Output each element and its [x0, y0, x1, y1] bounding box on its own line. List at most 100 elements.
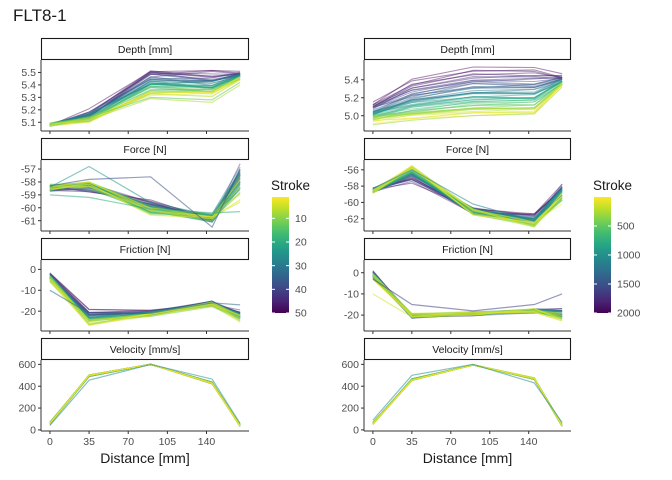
series-line-highlight — [372, 278, 563, 312]
legend-title: Stroke — [271, 178, 310, 193]
legend-colorbar — [272, 197, 289, 313]
series-line — [372, 81, 563, 120]
series-line — [372, 275, 563, 318]
series-line — [372, 364, 563, 426]
series-line — [49, 363, 241, 425]
y-tick-label: 0 — [30, 264, 36, 276]
series-line — [372, 364, 563, 427]
series-line — [372, 364, 563, 426]
series-line — [49, 276, 241, 317]
y-tick-label: -58 — [21, 177, 36, 189]
y-tick-label: -58 — [344, 181, 359, 193]
series-line — [372, 76, 563, 107]
facet-group-right: Depth [mm] 5.0 5.2 5.4 Force [N] -56 -58 -60 -62… — [341, 37, 572, 466]
series-line — [372, 364, 563, 426]
series-line — [372, 364, 563, 426]
series-line — [372, 364, 563, 426]
series-line — [372, 279, 563, 321]
series-line — [372, 176, 563, 215]
series-line — [372, 82, 563, 122]
y-tick-label: -56 — [344, 164, 359, 176]
y-tick-label: -10 — [344, 289, 359, 301]
series-line — [372, 275, 563, 318]
series-line — [372, 273, 563, 319]
series-line — [49, 175, 241, 220]
series-line — [49, 363, 241, 425]
series-line — [49, 74, 241, 125]
series-line — [372, 364, 563, 426]
series-line — [49, 363, 241, 426]
legend-tick-label: 1000 — [617, 250, 641, 262]
series-lines — [49, 272, 241, 327]
x-tick-label: 105 — [481, 436, 499, 448]
series-line — [49, 363, 241, 426]
series-line — [49, 363, 241, 427]
series-line — [49, 363, 241, 426]
series-line-highlight — [49, 81, 241, 125]
series-line — [372, 364, 563, 426]
facet-panel: Friction [N] 0 -10 -20 — [344, 237, 572, 334]
series-line — [372, 166, 563, 223]
facet-panel: Force [N] -57-58-59-60-61 — [21, 137, 250, 234]
series-line — [49, 74, 241, 125]
series-line — [372, 364, 563, 427]
y-tick-label: -60 — [21, 202, 36, 214]
facet-panel: Friction [N] 0 -10 -20 — [21, 237, 250, 334]
series-line — [49, 174, 241, 219]
facet-strip-label: Depth [mm] — [440, 44, 494, 56]
series-line — [49, 183, 241, 218]
series-line — [49, 280, 241, 321]
y-tick-label: 5.1 — [21, 117, 36, 129]
series-line — [372, 364, 563, 425]
series-line — [49, 363, 241, 427]
series-line — [372, 364, 563, 426]
series-line — [372, 179, 563, 223]
series-line — [49, 72, 241, 127]
series-line — [372, 83, 563, 117]
series-line — [372, 364, 563, 426]
series-line — [372, 81, 563, 113]
series-line — [372, 174, 563, 223]
series-line — [49, 173, 241, 216]
x-tick-label: 105 — [159, 436, 177, 448]
series-line — [49, 72, 241, 126]
series-line — [372, 80, 563, 116]
series-line — [372, 167, 563, 221]
facet-strip-label: Friction [N] — [442, 244, 493, 256]
facet-strip — [363, 37, 572, 61]
series-line — [49, 170, 241, 219]
series-line — [372, 83, 563, 116]
x-tick-label: 35 — [406, 436, 418, 448]
series-line — [49, 273, 241, 313]
series-line — [49, 69, 241, 127]
series-line — [372, 364, 563, 425]
series-line — [372, 81, 563, 116]
series-line — [49, 180, 241, 219]
y-tick-label: 5.2 — [344, 92, 359, 104]
series-line — [372, 74, 563, 106]
series-line — [372, 77, 563, 108]
series-line — [372, 172, 563, 225]
x-axis-title: Distance [mm] — [423, 450, 512, 466]
series-line — [372, 364, 563, 426]
series-line — [49, 172, 241, 215]
series-line — [372, 178, 563, 220]
y-tick-label: 5.5 — [21, 67, 36, 79]
facet-panel: Depth [mm] 5.0 5.2 5.4 — [344, 37, 572, 134]
series-line — [372, 364, 563, 426]
y-tick-label: -20 — [344, 310, 359, 322]
legend-tick-label: 1500 — [617, 279, 641, 291]
series-line — [372, 80, 563, 118]
series-line — [372, 278, 563, 316]
series-line — [49, 363, 241, 427]
series-line — [372, 364, 563, 425]
series-line — [49, 172, 241, 223]
series-line — [372, 82, 563, 117]
legend-tick-label: 2000 — [617, 308, 641, 320]
series-line — [372, 81, 563, 121]
series-line — [49, 363, 241, 425]
series-line — [372, 79, 563, 108]
series-line — [49, 363, 241, 426]
series-line — [49, 363, 241, 427]
